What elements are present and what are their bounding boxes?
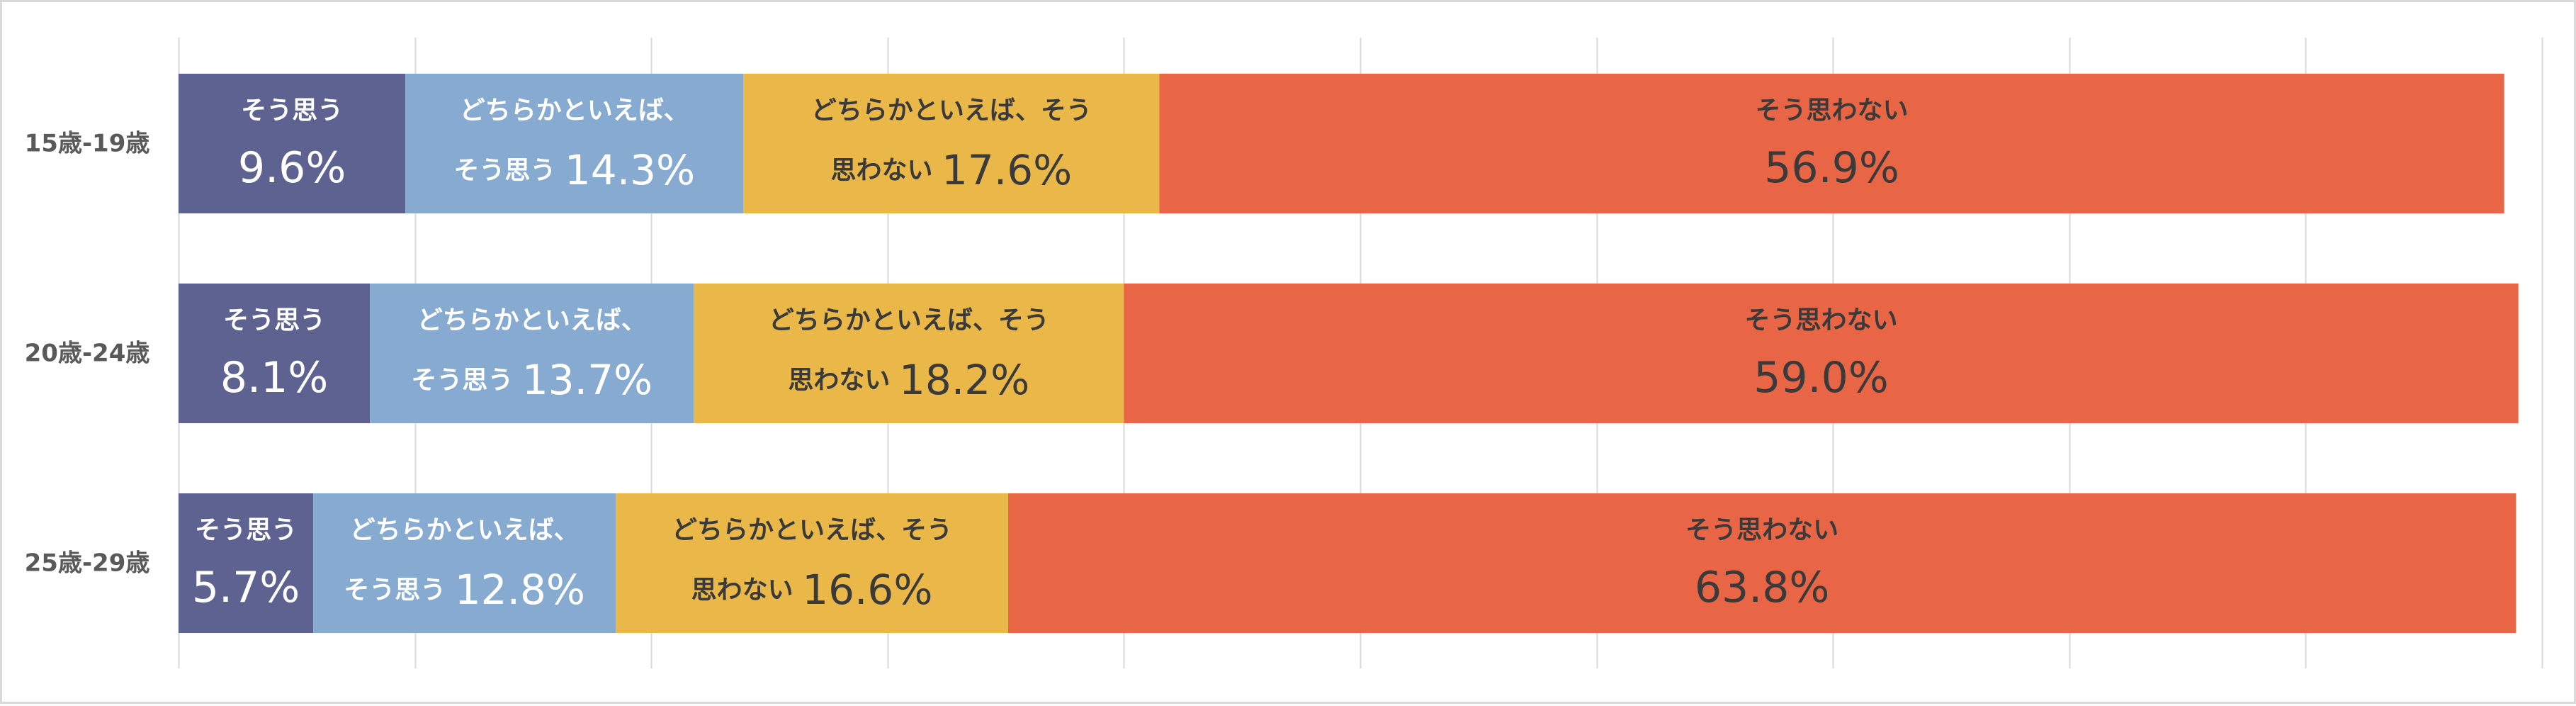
category-label: 20歳-24歳 [25, 340, 150, 368]
segment-value-label: そう思う 13.7% [411, 356, 653, 404]
segment-value-label: そう思う 14.3% [453, 146, 695, 194]
segment-value-label: 8.1% [220, 353, 328, 403]
segment-value-label: 思わない 17.6% [830, 146, 1072, 194]
category-label: 25歳-29歳 [25, 549, 150, 578]
bar-segment [694, 284, 1124, 423]
bar-segment [179, 74, 406, 213]
segment-name-label: どちらかといえば、 [350, 516, 580, 545]
bar-segment [1159, 74, 2504, 213]
bar-segment [179, 493, 314, 633]
segment-name-label: そう思う [223, 306, 325, 335]
segment-name-label: そう思わない [1756, 96, 1909, 125]
bar-segment [616, 493, 1008, 633]
category-label: 15歳-19歳 [25, 130, 150, 158]
bar-segment [1007, 493, 2516, 633]
bar-segment [313, 493, 616, 633]
segment-value-label: 5.7% [192, 563, 300, 612]
category-labels: 15歳-19歳 20歳-24歳 25歳-29歳 [25, 130, 150, 578]
bar-segment [405, 74, 744, 213]
bar-segment [179, 284, 371, 423]
segment-name-label: そう思わない [1745, 306, 1898, 335]
segment-value-label: 9.6% [238, 143, 346, 193]
segment-name-label: どちらかといえば、そう [769, 306, 1049, 335]
segment-value-label: 思わない 16.6% [691, 566, 933, 614]
segment-value-label: 63.8% [1695, 563, 1830, 612]
segment-name-label: どちらかといえば、そう [811, 96, 1092, 125]
segment-name-label: そう思う [241, 96, 343, 125]
bar-segment [1124, 284, 2519, 423]
segment-name-label: どちらかといえば、 [460, 96, 689, 125]
segment-value-label: 56.9% [1764, 143, 1899, 193]
segment-value-label: 59.0% [1753, 353, 1889, 403]
segment-name-label: そう思う [195, 516, 297, 545]
segment-value-label: 思わない 18.2% [788, 356, 1029, 404]
bar-segment [743, 74, 1160, 213]
bars [179, 74, 2519, 633]
bar-segment [370, 284, 694, 423]
segment-name-label: そう思わない [1685, 516, 1838, 545]
segment-name-label: どちらかといえば、そう [672, 516, 952, 545]
segment-name-label: どちらかといえば、 [417, 306, 647, 335]
segment-value-label: そう思う 12.8% [344, 566, 585, 614]
